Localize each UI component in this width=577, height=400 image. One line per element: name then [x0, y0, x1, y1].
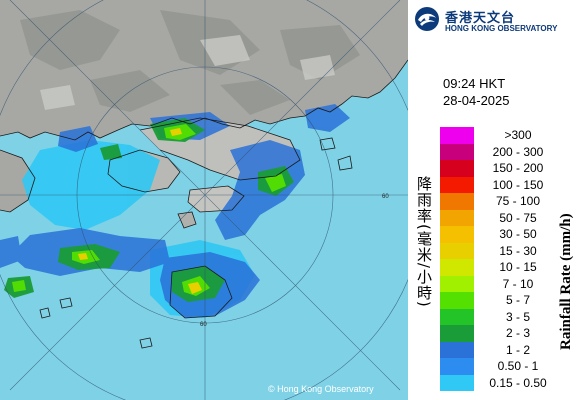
- logo-chinese-name: 香港天文台: [445, 11, 516, 26]
- legend-range-label: 50 - 75: [476, 211, 560, 225]
- legend-range-label: 5 - 7: [476, 293, 560, 307]
- legend-item: >300: [440, 127, 560, 144]
- legend-item: 50 - 75: [440, 209, 560, 226]
- west-coast-land: [0, 150, 35, 212]
- legend-swatch: [440, 292, 474, 309]
- legend-item: 5 - 7: [440, 292, 560, 309]
- legend-range-text: 2 - 3: [505, 326, 530, 340]
- legend-item: 15 - 30: [440, 242, 560, 259]
- legend-item: 100 - 150: [440, 176, 560, 193]
- radar-time: 09:24 HKT: [443, 76, 506, 91]
- legend-swatch: [440, 374, 474, 391]
- legend-swatch: [440, 325, 474, 342]
- coastlines: [0, 59, 408, 349]
- legend-range-text: 30 - 50: [499, 227, 537, 241]
- mainland-land-texture: [20, 10, 360, 115]
- legend-range-label: 100 - 150: [476, 178, 560, 192]
- legend-range-label: >300: [476, 128, 560, 142]
- legend-range-label: 150 - 200: [476, 161, 560, 175]
- legend-item: 7 - 10: [440, 275, 560, 292]
- legend-title-english-wrapper: Rainfall Rate (mm/h): [558, 175, 577, 350]
- legend-item: 30 - 50: [440, 226, 560, 243]
- legend-range-text: 1 - 2: [505, 342, 530, 357]
- legend-range-label: 30 - 50: [476, 227, 560, 241]
- radar-map: 60 60: [0, 0, 408, 400]
- legend-panel: 香港天文台 HONG KONG OBSERVATORY 09:24 HKT 28…: [408, 0, 577, 400]
- rain-echoes-yellow: [78, 128, 202, 294]
- range-ring-label: 60: [382, 194, 389, 200]
- legend-range-label: 3 - 5: [476, 310, 560, 324]
- legend-range-text: 3 - 5: [505, 309, 530, 324]
- legend-title-english: Rainfall Rate (mm/h): [558, 213, 574, 350]
- rainfall-rate-legend: >300 200 - 300 150 - 200 100 - 150 75 - 100 5…: [440, 127, 560, 391]
- legend-range-text: 10 - 15: [499, 260, 537, 274]
- legend-range-text: 7 - 10: [502, 276, 534, 291]
- legend-range-text: 50 - 75: [499, 210, 537, 225]
- hko-emblem-icon: [415, 7, 439, 31]
- legend-swatch: [440, 341, 474, 358]
- legend-swatch: [440, 308, 474, 325]
- legend-swatch: [440, 160, 474, 177]
- legend-range-label: 15 - 30: [476, 244, 560, 258]
- legend-range-label: 10 - 15: [476, 260, 560, 274]
- legend-range-label: 2 - 3: [476, 326, 560, 340]
- legend-item: 75 - 100: [440, 193, 560, 210]
- legend-item: 0.15 - 0.50: [440, 374, 560, 391]
- logo-english-name: HONG KONG OBSERVATORY: [445, 24, 558, 33]
- mainland-bright: [40, 35, 335, 110]
- legend-swatch: [440, 209, 474, 226]
- legend-range-label: 0.50 - 1: [476, 359, 560, 373]
- legend-swatch: [440, 143, 474, 160]
- legend-range-text: 75 - 100: [495, 194, 541, 208]
- legend-range-text: 100 - 150: [492, 177, 544, 192]
- legend-swatch: [440, 176, 474, 193]
- legend-swatch: [440, 242, 474, 259]
- legend-swatch: [440, 259, 474, 276]
- legend-range-label: 1 - 2: [476, 343, 560, 357]
- range-rings: [0, 0, 408, 400]
- legend-range-label: 7 - 10: [476, 277, 560, 291]
- legend-range-text: >300: [504, 128, 532, 142]
- legend-range-text: 0.15 - 0.50: [489, 375, 547, 390]
- copyright-notice: © Hong Kong Observatory: [268, 384, 374, 394]
- radar-date: 28-04-2025: [443, 93, 510, 108]
- legend-swatch: [440, 127, 474, 144]
- legend-title-chinese: 降雨率(毫米/小時): [415, 176, 433, 308]
- legend-range-text: 15 - 30: [499, 243, 537, 258]
- legend-swatch: [440, 275, 474, 292]
- legend-item: 3 - 5: [440, 308, 560, 325]
- legend-item: 1 - 2: [440, 341, 560, 358]
- rain-echoes-blue: [0, 104, 350, 318]
- legend-range-text: 5 - 7: [505, 293, 530, 307]
- legend-range-text: 150 - 200: [492, 161, 544, 175]
- legend-item: 200 - 300: [440, 143, 560, 160]
- legend-range-text: 0.50 - 1: [497, 359, 539, 373]
- legend-range-text: 200 - 300: [492, 144, 544, 159]
- legend-range-label: 0.15 - 0.50: [476, 376, 560, 390]
- legend-swatch: [440, 226, 474, 243]
- legend-item: 150 - 200: [440, 160, 560, 177]
- legend-swatch: [440, 193, 474, 210]
- legend-item: 0.50 - 1: [440, 358, 560, 375]
- legend-range-label: 75 - 100: [476, 194, 560, 208]
- range-ring-label-south: 60: [200, 322, 207, 328]
- legend-swatch: [440, 358, 474, 375]
- legend-item: 10 - 15: [440, 259, 560, 276]
- legend-item: 2 - 3: [440, 325, 560, 342]
- legend-range-label: 200 - 300: [476, 145, 560, 159]
